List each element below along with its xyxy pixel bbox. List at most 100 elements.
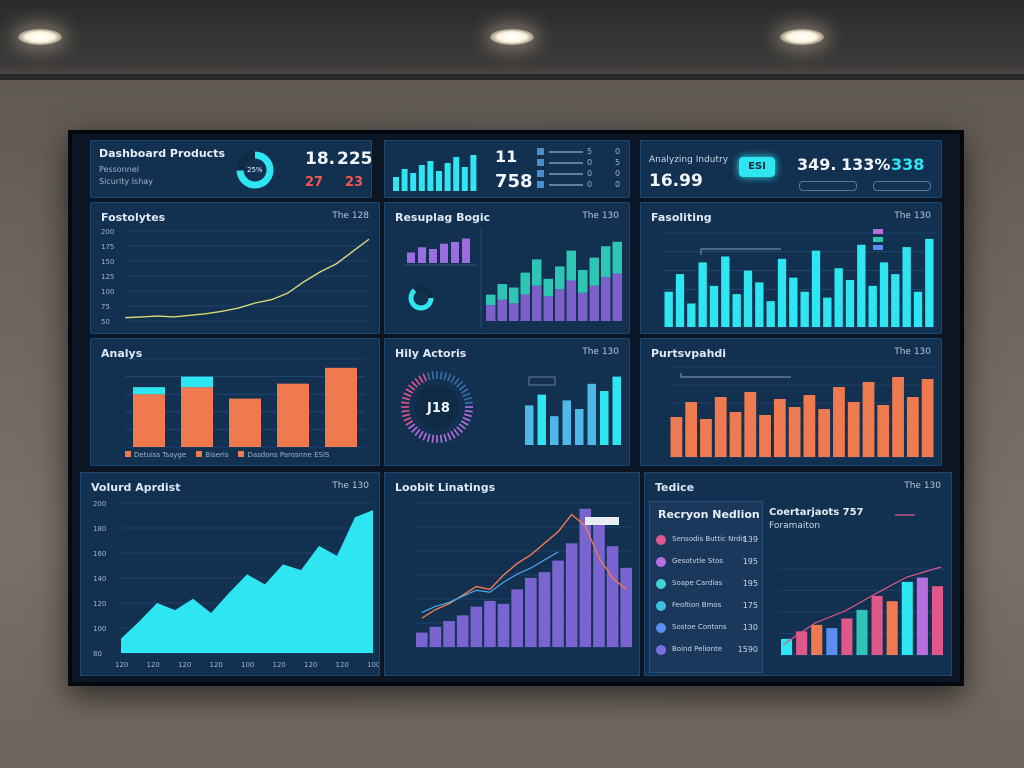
kpi-mid-row-icon <box>537 148 544 155</box>
panel-area: Volurd Aprdist The 130 200 180 160 140 120 10… <box>80 472 380 676</box>
tedice-list: Sensodis Buttic Nrdis 139 Gesotvtle Stos 19… <box>656 532 758 664</box>
tedice-bar-7 <box>886 601 898 655</box>
loobit-bar-15 <box>620 567 632 647</box>
kpi-right-value-a: 349. <box>797 155 837 174</box>
kpi-mid-row-a: 0 <box>587 158 593 167</box>
tedice-right-title: Coertarjaots 757 <box>769 507 864 518</box>
purtsv-bar-12 <box>847 402 860 457</box>
analys-legend-item: Biseris <box>196 451 228 459</box>
kpi-mid-bar-2 <box>410 173 417 191</box>
loobit-bar-1 <box>429 626 442 647</box>
hily-chart <box>401 371 621 445</box>
kpi-mid-row-a: 0 <box>587 180 593 189</box>
loobit-bar-2 <box>443 621 455 647</box>
legend-swatch <box>125 451 131 457</box>
kpi-mid-row-b: 0 <box>615 147 621 156</box>
panel-loobit-title: Loobit Linatings <box>395 481 496 494</box>
tedice-bar-1 <box>796 631 808 655</box>
purtsv-bar-8 <box>788 407 801 457</box>
purtsv-bar-13 <box>862 382 875 457</box>
hily-gauge-tick-9 <box>446 432 452 441</box>
tedice-list-panel: Recryon Nedlion Sensodis Buttic Nrdis 139… <box>649 501 763 673</box>
line-y-tick: 75 <box>101 303 110 311</box>
loobit-bar-3 <box>456 615 469 647</box>
hily-gauge-label: J18 <box>427 401 450 416</box>
analys-legend-item: Dasdons Parosnne ESIS <box>238 451 329 459</box>
hily-gauge-tick-47 <box>464 401 473 405</box>
purtsv-bar-15 <box>892 377 904 457</box>
tedice-bar-0 <box>781 638 793 655</box>
line-y-tick: 50 <box>101 318 110 326</box>
kpi-mid-row-b: 5 <box>615 158 621 167</box>
area-y-tick: 200 <box>93 500 106 508</box>
hily-bar-0 <box>525 405 534 445</box>
line-chart: 200 175 150 125 100 75 50 <box>101 228 370 326</box>
resup-bar-top-2 <box>509 287 519 304</box>
hily-gauge-tick-34 <box>426 372 431 381</box>
hily-bar-1 <box>537 394 546 445</box>
panel-resuplag: Resuplag Bogic The 130 <box>384 202 630 334</box>
kpi-mid-row-icon <box>537 170 544 177</box>
fasol-bar-9 <box>766 301 775 327</box>
fasol-bar-5 <box>721 256 730 327</box>
purtsv-bar-11 <box>833 387 845 457</box>
panel-fasoliting-title: Fasoliting <box>651 211 712 224</box>
hily-gauge-tick-45 <box>462 392 471 398</box>
tedice-list-item: Gesotvtle Stos 195 <box>656 554 758 576</box>
fasol-bar-6 <box>732 294 741 327</box>
kpi-mid-value-b: 758 <box>495 171 533 192</box>
list-item-value: 195 <box>742 579 758 588</box>
kpi-right-pill-a <box>799 181 857 191</box>
hily-gauge-tick-37 <box>439 371 443 380</box>
kpi-mid-row-bar <box>549 184 583 186</box>
loobit-bar-12 <box>579 508 592 647</box>
resup-bar-top-9 <box>589 257 599 286</box>
resup-small-bar-1 <box>418 247 426 263</box>
panel-line-tag: The 128 <box>332 211 369 221</box>
resup-bar-top-5 <box>543 278 553 297</box>
panel-fasoliting-tag: The 130 <box>894 211 931 221</box>
analys-legend-item: Detuiss Tsayge <box>125 451 186 459</box>
hily-bar-6 <box>600 391 609 445</box>
hily-gauge-tick-3 <box>462 416 471 422</box>
purtsv-bar-4 <box>729 412 742 457</box>
analys-chart <box>125 358 365 448</box>
hily-gauge-tick-39 <box>446 373 452 382</box>
hily-gauge-tick-41 <box>453 377 460 386</box>
kpi-right-value-c: 338 <box>891 155 925 174</box>
hily-gauge-tick-28 <box>405 388 414 394</box>
resup-small-bar-0 <box>407 252 415 263</box>
hily-bar-4 <box>575 409 584 445</box>
fasol-bar-0 <box>664 291 673 327</box>
resup-bar-top-10 <box>601 246 611 277</box>
hily-gauge-tick-10 <box>443 433 448 442</box>
kpi-mid-bars <box>393 155 477 191</box>
kpi-mid-value-a: 11 <box>495 147 518 166</box>
fasol-legend-swatch-1 <box>873 237 883 242</box>
fasoliting-chart <box>663 229 935 328</box>
area-series <box>121 510 373 653</box>
analys-bar-top-0 <box>133 387 165 395</box>
resup-bar-top-7 <box>566 250 576 281</box>
analys-bar-4 <box>325 367 357 447</box>
list-item-icon <box>656 645 666 655</box>
kpi-mid-row-icon <box>537 159 544 166</box>
analys-bar-3 <box>277 383 309 447</box>
loobit-chart <box>415 502 633 648</box>
fasol-bar-16 <box>845 280 855 327</box>
list-item-value: 1590 <box>737 645 758 654</box>
panel-area-title: Volurd Aprdist <box>91 481 181 494</box>
kpi-mid-row-b: 0 <box>615 180 621 189</box>
loobit-bar-10 <box>552 560 564 647</box>
tedice-bar-3 <box>826 628 838 655</box>
kpi-mid-row-a: 0 <box>587 169 593 178</box>
fasol-bar-19 <box>879 262 889 327</box>
kpi-left-line2: Sicurity Ishay <box>99 177 153 186</box>
fasol-bar-3 <box>698 262 707 327</box>
area-y-tick: 100 <box>93 625 106 633</box>
resup-bar-bottom-0 <box>486 305 496 321</box>
kpi-left-value-c: 27 <box>305 175 324 190</box>
kpi-left-value-b: 225 <box>337 149 372 169</box>
